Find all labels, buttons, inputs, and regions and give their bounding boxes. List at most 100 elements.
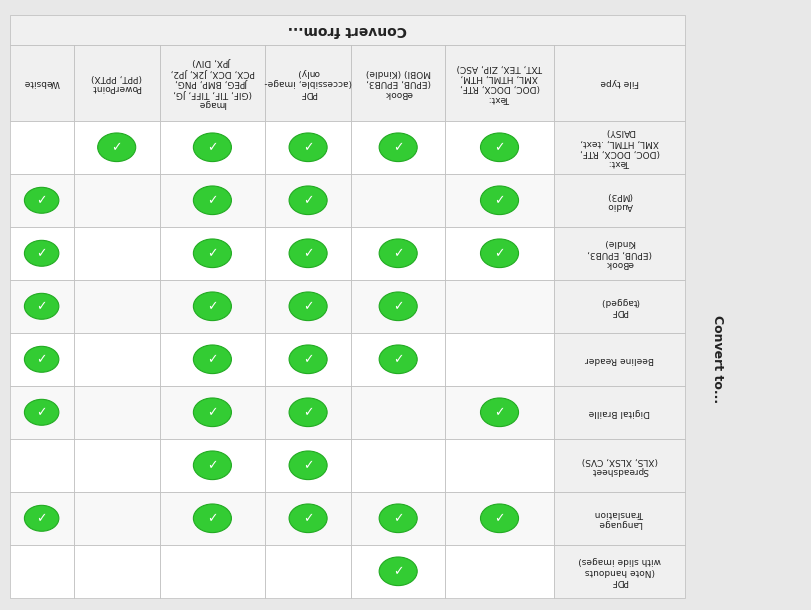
Circle shape — [480, 239, 518, 268]
Text: ✓: ✓ — [36, 406, 47, 419]
Bar — [74, 333, 160, 386]
Bar — [351, 492, 445, 545]
Circle shape — [193, 186, 231, 215]
Text: Beeline Reader: Beeline Reader — [585, 355, 654, 364]
Bar — [445, 386, 554, 439]
Bar — [265, 386, 351, 439]
Text: ✓: ✓ — [36, 353, 47, 366]
Bar — [351, 280, 445, 333]
Text: ✓: ✓ — [36, 247, 47, 260]
Text: ✓: ✓ — [393, 141, 403, 154]
Bar — [74, 174, 160, 227]
Bar — [160, 439, 265, 492]
Text: eBook
(EPUB, EPUB3,
MOBI) (Kindle): eBook (EPUB, EPUB3, MOBI) (Kindle) — [366, 68, 431, 98]
Text: ✓: ✓ — [303, 406, 313, 419]
Bar — [265, 121, 351, 174]
Text: Spreadsheet
(XLS, XLSX, CVS): Spreadsheet (XLS, XLSX, CVS) — [581, 456, 658, 475]
Text: ✓: ✓ — [494, 247, 504, 260]
Bar — [160, 174, 265, 227]
Circle shape — [289, 133, 327, 162]
Text: ✓: ✓ — [207, 300, 217, 313]
Text: ✓: ✓ — [393, 353, 403, 366]
Text: Digital Braille: Digital Braille — [589, 408, 650, 417]
Text: ✓: ✓ — [303, 459, 313, 472]
Text: ✓: ✓ — [207, 141, 217, 154]
Bar — [265, 45, 351, 121]
Circle shape — [380, 345, 417, 373]
Circle shape — [289, 186, 327, 215]
Bar — [160, 333, 265, 386]
Text: Convert from...: Convert from... — [288, 23, 407, 37]
Text: PDF
(tagged): PDF (tagged) — [600, 296, 639, 316]
Circle shape — [380, 557, 417, 586]
Bar — [265, 333, 351, 386]
Bar — [554, 439, 685, 492]
Bar — [554, 492, 685, 545]
Bar — [554, 545, 685, 598]
Bar — [265, 174, 351, 227]
Circle shape — [193, 451, 231, 479]
Bar — [10, 45, 74, 121]
Circle shape — [289, 239, 327, 268]
Text: ✓: ✓ — [303, 353, 313, 366]
Bar — [445, 492, 554, 545]
Circle shape — [193, 398, 231, 426]
Circle shape — [289, 451, 327, 479]
Text: ✓: ✓ — [494, 194, 504, 207]
Text: ✓: ✓ — [303, 141, 313, 154]
Text: ✓: ✓ — [494, 406, 504, 419]
Circle shape — [193, 292, 231, 321]
Circle shape — [97, 133, 135, 162]
Circle shape — [193, 345, 231, 373]
Text: ✓: ✓ — [36, 512, 47, 525]
Text: ✓: ✓ — [207, 247, 217, 260]
Text: ✓: ✓ — [111, 141, 122, 154]
Bar — [554, 227, 685, 280]
Text: ✓: ✓ — [303, 512, 313, 525]
Bar — [265, 227, 351, 280]
Bar — [10, 492, 74, 545]
Bar — [10, 333, 74, 386]
Bar — [445, 227, 554, 280]
Circle shape — [480, 398, 518, 426]
Text: ✓: ✓ — [393, 565, 403, 578]
Bar — [445, 45, 554, 121]
Bar — [351, 121, 445, 174]
Circle shape — [380, 239, 417, 268]
Circle shape — [193, 133, 231, 162]
Bar — [265, 492, 351, 545]
Bar — [74, 227, 160, 280]
Bar — [554, 174, 685, 227]
Bar — [10, 386, 74, 439]
Bar — [351, 439, 445, 492]
Text: PDF
(Note handouts
with slide images): PDF (Note handouts with slide images) — [578, 556, 661, 586]
Circle shape — [289, 504, 327, 533]
Bar — [10, 121, 74, 174]
Text: ✓: ✓ — [207, 406, 217, 419]
Text: ✓: ✓ — [303, 300, 313, 313]
Text: ✓: ✓ — [393, 512, 403, 525]
Text: Language
Translation: Language Translation — [595, 509, 644, 528]
Bar — [10, 439, 74, 492]
Text: ✓: ✓ — [207, 194, 217, 207]
Bar — [74, 386, 160, 439]
Text: PDF
(accessible, image-
only): PDF (accessible, image- only) — [264, 68, 352, 98]
Bar — [554, 386, 685, 439]
Text: Audio
(MP3): Audio (MP3) — [607, 190, 633, 210]
Bar — [74, 121, 160, 174]
Bar — [351, 174, 445, 227]
Circle shape — [193, 239, 231, 268]
Text: ✓: ✓ — [36, 300, 47, 313]
Text: ✓: ✓ — [303, 247, 313, 260]
Bar — [10, 15, 685, 45]
Text: Image
(GIF, TIF, TIFF, JG,
JPEG, BMP, PNG,
PCX, DCX, J2K, JP2,
JPX, DIV): Image (GIF, TIF, TIFF, JG, JPEG, BMP, PN… — [170, 57, 255, 108]
Text: eBook
(EPUB, EPUB3,
Kindle): eBook (EPUB, EPUB3, Kindle) — [587, 239, 652, 268]
Text: ✓: ✓ — [207, 512, 217, 525]
Bar — [445, 121, 554, 174]
Bar — [445, 333, 554, 386]
Bar — [160, 545, 265, 598]
Text: ✓: ✓ — [494, 141, 504, 154]
Bar — [160, 280, 265, 333]
Bar — [74, 492, 160, 545]
Circle shape — [380, 504, 417, 533]
